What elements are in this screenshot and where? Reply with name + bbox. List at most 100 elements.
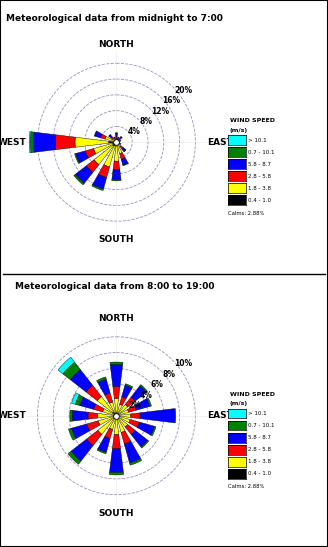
Text: 16%: 16% <box>162 96 181 105</box>
Bar <box>113 142 116 144</box>
Bar <box>93 404 104 412</box>
Text: NORTH: NORTH <box>99 40 134 49</box>
Bar <box>120 397 126 405</box>
Text: 5.8 - 8.7: 5.8 - 8.7 <box>248 161 271 167</box>
Bar <box>121 136 122 138</box>
Bar <box>128 406 136 412</box>
Bar <box>131 386 146 401</box>
Text: 4%: 4% <box>139 391 152 399</box>
Text: 4%: 4% <box>128 127 141 136</box>
Bar <box>117 139 119 142</box>
Bar <box>116 142 117 146</box>
Bar <box>118 137 119 138</box>
Bar <box>113 142 116 146</box>
Bar <box>113 387 120 398</box>
Bar <box>113 138 116 142</box>
Bar <box>120 153 125 159</box>
Text: 20%: 20% <box>174 86 192 95</box>
Bar <box>75 166 93 183</box>
Bar <box>117 137 119 139</box>
Bar <box>105 428 113 439</box>
Bar <box>114 138 116 140</box>
Bar <box>110 364 123 387</box>
Bar <box>116 136 117 138</box>
Bar <box>125 384 133 388</box>
Text: WIND SPEED: WIND SPEED <box>230 392 275 397</box>
Bar <box>140 409 176 423</box>
Bar <box>94 145 113 165</box>
Bar <box>70 410 72 421</box>
Bar <box>119 143 121 144</box>
Bar <box>116 140 118 142</box>
Bar <box>116 142 117 143</box>
Text: WEST: WEST <box>0 138 26 147</box>
Bar <box>129 420 139 427</box>
Text: Calms: 2.88%: Calms: 2.88% <box>228 211 264 216</box>
Bar <box>115 416 116 418</box>
Bar <box>68 451 81 464</box>
Bar <box>118 405 128 414</box>
Text: EAST: EAST <box>207 138 233 147</box>
Bar <box>116 416 117 419</box>
Bar <box>88 412 98 419</box>
Bar <box>85 149 96 158</box>
Bar <box>109 135 112 138</box>
Bar <box>74 174 84 185</box>
Text: 2.8 - 5.8: 2.8 - 5.8 <box>248 447 271 452</box>
Bar <box>110 362 123 365</box>
Bar <box>72 424 90 439</box>
Bar <box>116 412 117 416</box>
Bar <box>110 418 116 429</box>
Bar <box>147 398 152 406</box>
Bar <box>95 131 102 138</box>
Bar <box>151 426 156 436</box>
Bar <box>124 149 126 152</box>
Text: WEST: WEST <box>0 411 26 420</box>
Bar <box>120 140 121 141</box>
Text: 0.4 - 1.0: 0.4 - 1.0 <box>248 471 271 476</box>
Bar <box>141 440 149 448</box>
Bar <box>92 184 103 190</box>
Bar <box>69 428 76 440</box>
Bar <box>117 143 121 147</box>
Text: 2.8 - 5.8: 2.8 - 5.8 <box>248 173 271 179</box>
Bar <box>130 458 142 465</box>
Bar <box>119 140 120 142</box>
Bar <box>33 132 56 152</box>
Bar <box>31 132 34 153</box>
Bar <box>92 174 107 189</box>
Bar <box>113 416 116 417</box>
Bar <box>58 357 75 374</box>
Text: 1.8 - 3.8: 1.8 - 3.8 <box>248 185 271 191</box>
Bar <box>140 385 148 392</box>
Bar <box>112 170 121 180</box>
Bar <box>112 179 121 181</box>
Bar <box>131 430 148 447</box>
Bar <box>98 437 110 452</box>
Bar <box>124 441 140 463</box>
Bar <box>115 139 116 142</box>
Bar <box>116 416 118 417</box>
Bar <box>118 417 128 427</box>
Bar <box>109 472 124 475</box>
Bar <box>120 146 123 149</box>
Bar <box>105 393 113 403</box>
Bar <box>113 161 120 170</box>
Text: Meteorological data from 8:00 to 19:00: Meteorological data from 8:00 to 19:00 <box>15 282 215 290</box>
Bar <box>115 133 117 136</box>
Bar <box>114 419 119 435</box>
Bar <box>117 142 119 143</box>
Bar <box>86 160 99 172</box>
Text: 8%: 8% <box>139 117 153 126</box>
Bar <box>75 395 83 405</box>
Bar <box>63 362 80 380</box>
Bar <box>122 148 126 152</box>
Bar <box>98 379 110 395</box>
Bar <box>118 142 119 143</box>
Text: NORTH: NORTH <box>99 313 134 323</box>
Bar <box>118 143 120 144</box>
Bar <box>118 141 119 142</box>
Bar <box>113 434 120 449</box>
Bar <box>116 414 118 416</box>
Bar <box>113 415 116 416</box>
